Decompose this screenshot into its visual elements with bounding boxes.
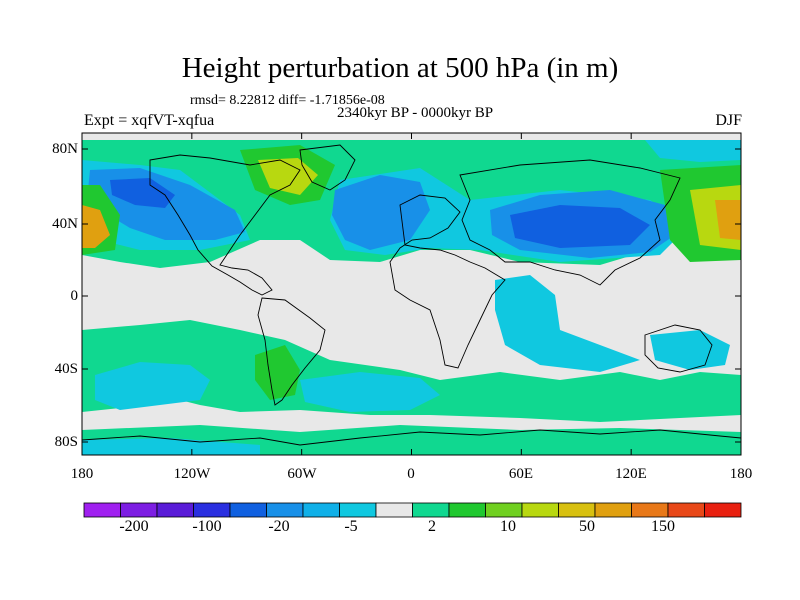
lon-tick-120e: 120E <box>615 466 647 482</box>
atl-blue-low <box>332 175 430 250</box>
asia-blue-core <box>510 205 650 248</box>
sh-pacific-cyan <box>95 362 210 410</box>
colorbar-box <box>339 502 377 518</box>
colorbar-box <box>521 502 559 518</box>
colorbar-box <box>375 502 413 518</box>
lon-tick-180e: 180 <box>729 466 753 482</box>
na-blue-core <box>110 178 175 208</box>
colorbar-box <box>667 502 705 518</box>
colorbar-label: 2 <box>428 518 436 535</box>
colorbar-box <box>594 502 632 518</box>
plot-subtitle: 2340kyr BP - 0000kyr BP <box>336 105 494 121</box>
lon-tick-60w: 60W <box>287 466 317 482</box>
lat-tick-80s: 80S <box>54 434 78 450</box>
colorbar-box <box>156 502 194 518</box>
lon-tick-120w: 120W <box>173 466 211 482</box>
lon-tick-60e: 60E <box>508 466 534 482</box>
colorbar-box <box>193 502 231 518</box>
antarctic-cyan <box>82 438 260 455</box>
sh-cyan-australia <box>650 330 730 370</box>
sh-green-chile <box>255 345 300 400</box>
tick-marks <box>81 133 742 455</box>
colorbar-box <box>704 502 742 518</box>
colorbar-label: 150 <box>651 518 675 535</box>
stats-label: rmsd= 8.22812 diff= -1.71856e-08 <box>190 93 385 108</box>
colorbar-box <box>558 502 596 518</box>
season-label: DJF <box>715 112 742 129</box>
colorbar-box <box>229 502 267 518</box>
lat-tick-0: 0 <box>70 288 79 304</box>
colorbar-box <box>412 502 450 518</box>
sh-atlantic-cyan <box>300 372 440 412</box>
plot-title: Height perturbation at 500 hPa (in m) <box>181 52 619 84</box>
colorbar-label: -100 <box>192 518 222 535</box>
colorbar-box <box>266 502 304 518</box>
colorbar-label: -200 <box>119 518 149 535</box>
experiment-label: Expt = xqfVT-xqfua <box>84 112 215 129</box>
colorbar-box <box>120 502 158 518</box>
lat-tick-80n: 80N <box>52 141 78 157</box>
colorbar-label: -20 <box>268 518 290 535</box>
colorbar-label: 10 <box>500 518 516 535</box>
colorbar-box <box>302 502 340 518</box>
colorbar-box <box>485 502 523 518</box>
lat-tick-40n: 40N <box>52 216 78 232</box>
w-pacific-orange <box>82 205 110 248</box>
colorbar-label: 50 <box>579 518 595 535</box>
colorbar-box <box>83 502 121 518</box>
lat-tick-40s: 40S <box>54 361 78 377</box>
tropical-cyan-atlantic <box>495 275 640 372</box>
nw-cyan-corner <box>645 140 741 162</box>
colorbar-label: -5 <box>344 518 358 535</box>
lon-tick-0: 0 <box>407 466 415 482</box>
map-field <box>82 133 741 455</box>
ne-pacific-orange <box>715 200 741 240</box>
colorbar-box <box>448 502 486 518</box>
colorbar-box <box>631 502 669 518</box>
lon-tick-180w: 180 <box>70 466 94 482</box>
sh-green-band <box>82 320 741 422</box>
coastlines <box>82 144 741 446</box>
